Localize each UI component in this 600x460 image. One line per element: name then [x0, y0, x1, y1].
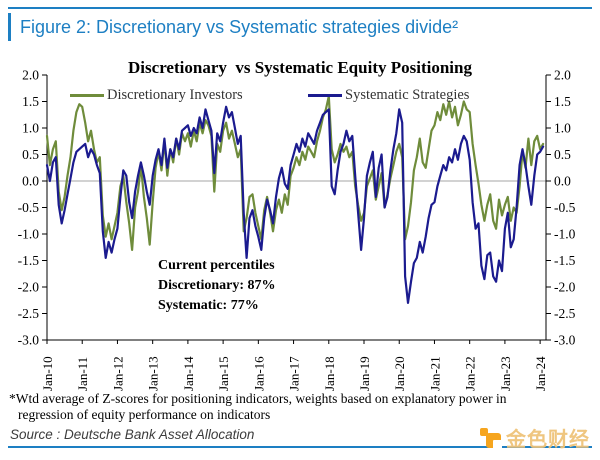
y-axis-tick-label-left: 1.5 [22, 94, 39, 109]
x-axis-tick-label: Jan-12 [110, 356, 125, 391]
y-axis-tick-label-right: -2.5 [554, 306, 576, 321]
y-axis-tick-label-left: 1.0 [22, 121, 39, 136]
y-axis-tick-label-left: 0.5 [22, 147, 39, 162]
x-axis-tick-label: Jan-22 [463, 356, 478, 391]
golden-finance-logo-icon [480, 427, 502, 449]
y-axis-tick-label-right: -0.5 [554, 200, 576, 215]
y-axis-tick-label-left: -0.5 [18, 200, 40, 215]
discretionary-line [45, 95, 545, 251]
x-axis-tick-label: Jan-13 [146, 356, 161, 391]
discretionary-line-swatch [70, 94, 104, 97]
x-axis-tick-label: Jan-11 [75, 357, 90, 391]
y-axis-tick-label-left: -2.5 [18, 306, 40, 321]
y-axis-tick-label-right: -1.0 [554, 227, 576, 242]
annotation-line-title: Current percentiles [158, 258, 275, 273]
current-percentiles-annotation: Current percentiles Discretionary: 87% S… [158, 256, 276, 316]
chart-legend: Discretionary Investors Systematic Strat… [0, 87, 600, 103]
x-axis-tick-label: Jan-21 [427, 356, 442, 391]
y-axis-tick-label-right: -3.0 [554, 333, 576, 348]
x-axis-tick-label: Jan-17 [287, 356, 302, 391]
figure-caption: Figure 2: Discretionary vs Systematic st… [20, 17, 459, 37]
y-axis-tick-label-right: 0.5 [554, 147, 571, 162]
y-axis-tick-label-left: 0.0 [22, 174, 39, 189]
header-accent-bar [8, 13, 11, 41]
systematic-line [45, 105, 545, 304]
chart-footnote: *Wtd average of Z-scores for positioning… [9, 391, 506, 423]
watermark-text: 金色财经 [506, 429, 590, 451]
x-axis-tick-label: Jan-20 [392, 356, 407, 391]
x-axis-tick-label: Jan-24 [533, 356, 548, 391]
y-axis-tick-label-right: -2.0 [554, 280, 576, 295]
legend-label-systematic: Systematic Strategies [345, 87, 470, 103]
y-axis-tick-label-right: 1.0 [554, 121, 571, 136]
legend-label-discretionary: Discretionary Investors [107, 87, 243, 103]
legend-item-discretionary: Discretionary Investors [70, 87, 243, 104]
bottom-divider [8, 446, 592, 448]
chart-title: Discretionary vs Systematic Equity Posit… [128, 58, 472, 77]
systematic-line-swatch [308, 94, 342, 97]
x-axis-tick-label: Jan-23 [498, 356, 513, 391]
watermark: 金色财经 [480, 423, 590, 452]
x-axis-tick-label: Jan-18 [322, 356, 337, 391]
x-axis-tick-label: Jan-10 [40, 356, 55, 391]
y-axis-tick-label-left: 2.0 [22, 68, 39, 83]
x-axis-tick-label: Jan-15 [216, 356, 231, 391]
figure-header: Figure 2: Discretionary vs Systematic st… [8, 13, 458, 41]
annotation-line-discretionary: Discretionary: 87% [158, 278, 276, 293]
x-axis-tick-label: Jan-16 [251, 356, 266, 391]
y-axis-tick-label-left: -2.0 [18, 280, 40, 295]
y-axis-tick-label-right: 0.0 [554, 174, 571, 189]
legend-item-systematic: Systematic Strategies [308, 87, 469, 104]
x-axis-tick-label: Jan-14 [181, 356, 196, 391]
footnote-line-1: *Wtd average of Z-scores for positioning… [9, 391, 507, 406]
y-axis-tick-label-right: 2.0 [554, 68, 571, 83]
top-divider [8, 7, 592, 9]
y-axis-tick-label-right: 1.5 [554, 94, 571, 109]
source-attribution: Source : Deutsche Bank Asset Allocation [10, 427, 255, 442]
footnote-line-2: regression of equity performance on indi… [18, 407, 271, 422]
y-axis-tick-label-left: -3.0 [18, 333, 40, 348]
annotation-line-systematic: Systematic: 77% [158, 298, 259, 313]
y-axis-tick-label-left: -1.5 [18, 253, 40, 268]
x-axis-tick-label: Jan-19 [357, 356, 372, 391]
y-axis-tick-label-left: -1.0 [18, 227, 40, 242]
y-axis-tick-label-right: -1.5 [554, 253, 576, 268]
